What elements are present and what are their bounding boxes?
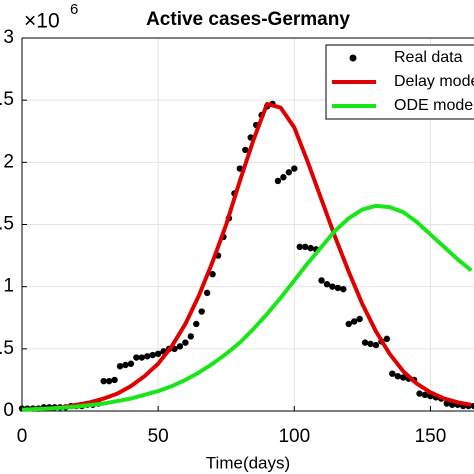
data-point	[122, 361, 129, 369]
data-point	[100, 377, 107, 385]
data-point	[144, 353, 151, 360]
data-point	[350, 318, 358, 325]
data-point	[176, 343, 184, 350]
y-tick-label: 1	[3, 276, 14, 297]
data-point	[356, 315, 363, 323]
data-point	[280, 174, 287, 181]
data-point	[111, 376, 118, 384]
data-point	[149, 351, 156, 359]
data-point	[242, 146, 249, 154]
data-point	[127, 360, 135, 367]
data-point	[340, 285, 347, 293]
data-point	[296, 243, 303, 251]
data-point	[307, 244, 314, 252]
y-tick-label: 3	[3, 27, 14, 48]
legend-label: ODE model	[394, 97, 474, 114]
legend: Real data Delay model ODE model	[325, 44, 474, 120]
data-point	[361, 339, 369, 346]
data-point	[372, 341, 380, 349]
data-point	[383, 335, 391, 343]
legend-label: Delay model	[394, 73, 474, 90]
data-point	[209, 271, 216, 278]
x-tick-label: 150	[415, 426, 447, 447]
data-point	[274, 177, 282, 185]
data-point	[421, 391, 429, 399]
data-point	[470, 402, 474, 410]
data-point	[329, 283, 336, 290]
data-point	[367, 340, 374, 348]
legend-marker	[349, 54, 357, 62]
y-tick-label: 0	[3, 400, 14, 421]
data-point	[416, 390, 423, 397]
x-tick-label: 100	[278, 426, 310, 447]
legend-label: Real data	[394, 49, 463, 66]
y-tick-label: 0.5	[0, 338, 14, 359]
data-point	[443, 400, 450, 407]
data-point	[291, 165, 298, 172]
data-point	[323, 280, 331, 288]
data-point	[116, 363, 124, 370]
y-tick-label: 2.5	[0, 89, 14, 110]
chart-title: Active cases-Germany	[146, 9, 350, 30]
model-line	[21, 101, 472, 412]
data-point	[285, 169, 293, 176]
axes-frame	[21, 37, 474, 412]
data-point	[133, 354, 140, 361]
x-axis-label: Time(days)	[206, 453, 290, 472]
data-point	[318, 277, 325, 284]
data-point	[203, 289, 211, 297]
model-line	[21, 203, 473, 412]
data-point	[105, 377, 113, 385]
data-point	[345, 320, 352, 328]
data-point	[334, 284, 342, 292]
data-point	[394, 372, 401, 380]
data-point	[154, 350, 162, 358]
data-point	[182, 339, 189, 346]
multiplier-exponent: 6	[70, 1, 78, 18]
x-tick-label: 0	[17, 426, 28, 447]
y-tick-label: 1.5	[0, 214, 14, 235]
data-point	[389, 370, 396, 377]
multiplier: ×10	[24, 10, 60, 33]
data-point	[193, 320, 200, 328]
y-tick-label: 2	[3, 151, 14, 172]
data-point	[198, 308, 205, 315]
x-tick-label: 50	[148, 426, 169, 447]
data-point	[138, 354, 146, 361]
data-point	[187, 333, 195, 340]
data-point	[400, 374, 407, 381]
data-point	[301, 243, 309, 251]
